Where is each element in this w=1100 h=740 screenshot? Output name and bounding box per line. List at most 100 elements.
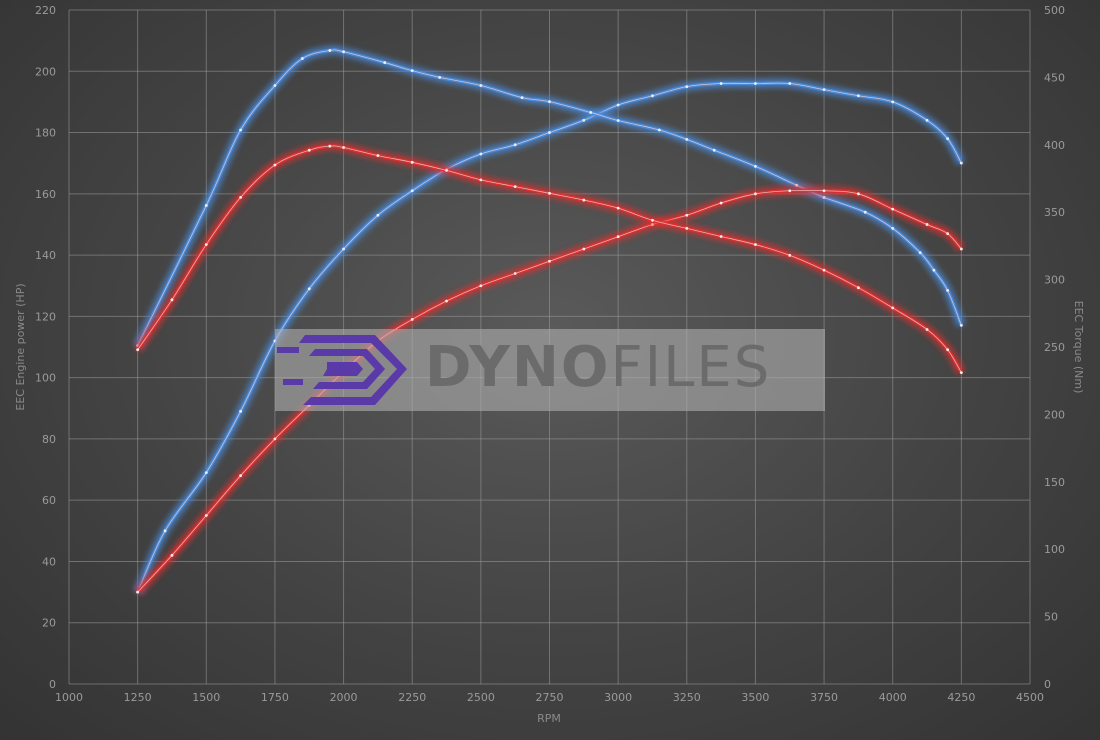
data-point [383, 61, 387, 64]
data-point [376, 213, 380, 217]
x-tick-label: 2750 [536, 691, 564, 704]
left-tick-label: 120 [35, 310, 56, 323]
data-point [548, 259, 551, 263]
data-point [856, 94, 860, 98]
data-point [946, 137, 950, 141]
x-tick-label: 1000 [55, 691, 83, 704]
watermark: DYNOFILES [275, 329, 825, 411]
data-point [479, 284, 483, 288]
series-0-left [133, 78, 966, 594]
data-point [342, 50, 345, 54]
data-point [410, 189, 414, 193]
x-axis-ticks: 1000 1250 1500 1750 2000 2250 2500 2750 3000 3250… [55, 691, 1044, 704]
data-point [582, 118, 586, 122]
data-point [685, 85, 689, 88]
data-point [616, 103, 620, 107]
data-point [445, 299, 448, 303]
right-tick-label: 150 [1044, 476, 1065, 489]
data-point [925, 328, 929, 331]
data-point [891, 306, 895, 310]
x-tick-label: 1250 [124, 691, 152, 704]
data-point [959, 247, 963, 251]
data-point [479, 178, 483, 182]
data-point [582, 247, 586, 251]
x-tick-label: 2250 [398, 691, 426, 704]
data-point [376, 154, 380, 157]
left-tick-label: 60 [42, 494, 56, 507]
data-point [754, 164, 757, 168]
data-point [719, 235, 723, 238]
left-tick-label: 80 [42, 433, 56, 446]
data-point [959, 161, 963, 165]
data-point [788, 253, 792, 257]
right-tick-label: 50 [1044, 611, 1058, 624]
data-point [925, 118, 929, 122]
right-tick-label: 0 [1044, 678, 1051, 691]
data-point [548, 191, 551, 195]
left-tick-label: 200 [35, 65, 56, 78]
data-point [520, 96, 524, 100]
data-point [822, 189, 826, 193]
series-core [137, 189, 962, 593]
data-point [239, 128, 243, 132]
data-point [754, 82, 757, 85]
x-tick-label: 4500 [1016, 691, 1044, 704]
data-point [891, 226, 895, 230]
data-point [136, 590, 140, 594]
left-tick-label: 0 [49, 678, 56, 691]
left-tick-label: 40 [42, 555, 56, 568]
data-point [300, 57, 304, 60]
left-tick-label: 100 [35, 372, 56, 385]
x-tick-label: 1500 [192, 691, 220, 704]
data-point [788, 82, 792, 85]
data-point [513, 143, 517, 147]
data-point [616, 119, 620, 122]
left-tick-label: 180 [35, 127, 56, 140]
data-point [479, 152, 483, 156]
right-tick-label: 300 [1044, 274, 1065, 287]
data-point [589, 111, 593, 114]
data-point [170, 553, 174, 557]
x-tick-label: 3750 [810, 691, 838, 704]
data-point [273, 163, 277, 167]
data-point [822, 88, 826, 92]
watermark-text: DYNOFILES [425, 335, 772, 400]
series-layer [133, 45, 966, 596]
data-point [548, 100, 551, 104]
data-point [822, 268, 826, 272]
data-point [342, 146, 345, 149]
right-tick-label: 250 [1044, 341, 1065, 354]
data-point [719, 201, 723, 205]
data-point [616, 235, 620, 239]
data-point [891, 100, 895, 104]
data-point [788, 189, 792, 193]
data-point [410, 318, 414, 321]
left-tick-label: 220 [35, 4, 56, 17]
data-point [204, 243, 208, 246]
data-point [925, 223, 929, 226]
right-tick-label: 400 [1044, 139, 1065, 152]
data-point [651, 94, 654, 98]
data-point [204, 204, 208, 207]
data-point [822, 195, 826, 199]
data-point [719, 82, 723, 85]
data-point [342, 247, 345, 251]
data-point [685, 226, 689, 230]
x-tick-label: 3000 [604, 691, 632, 704]
data-point [328, 49, 332, 52]
data-point [239, 409, 243, 413]
data-point [410, 160, 414, 164]
data-point [754, 192, 757, 196]
data-point [946, 288, 950, 292]
data-point [273, 84, 277, 87]
data-point [273, 437, 277, 441]
data-point [856, 192, 860, 196]
right-tick-label: 200 [1044, 408, 1065, 421]
data-point [795, 183, 799, 187]
data-point [307, 148, 311, 152]
x-tick-label: 3250 [673, 691, 701, 704]
data-point [685, 138, 689, 141]
series-3-right [133, 141, 966, 375]
x-tick-label: 4250 [947, 691, 975, 704]
